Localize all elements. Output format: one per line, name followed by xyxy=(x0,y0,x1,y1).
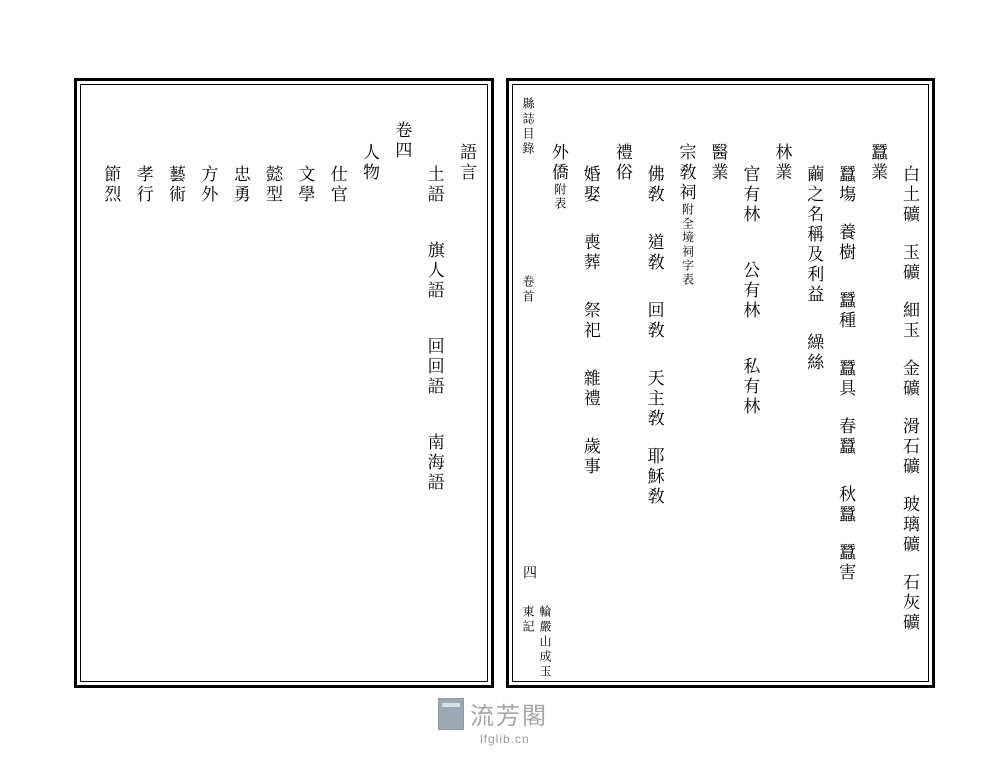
text-segment: 禮俗 xyxy=(616,143,633,183)
text-column: 林業 xyxy=(760,85,792,681)
text-segment: 耶穌敎 xyxy=(648,447,665,507)
text-column: 婚娶喪葬祭祀雜禮歲事 xyxy=(569,85,601,681)
text-segment: 滑石礦 xyxy=(903,417,920,477)
text-column: 方外 xyxy=(186,85,218,681)
text-column: 語言 xyxy=(445,85,477,681)
text-segment: 外僑 xyxy=(552,143,569,183)
text-column: 醫業 xyxy=(697,85,729,681)
left-page: 語言土語旗人語回回語南海語卷四人物仕官文學懿型忠勇方外藝術孝行節烈 xyxy=(74,78,494,688)
text-column: 佛敎道敎回敎天主敎耶穌敎 xyxy=(633,85,665,681)
text-column: 外僑附表 xyxy=(537,85,569,681)
watermark-text: 流芳閣 xyxy=(470,696,548,731)
text-segment: 玻璃礦 xyxy=(903,495,920,555)
text-segment: 附表 xyxy=(554,183,566,211)
text-segment: 白土礦 xyxy=(903,165,920,225)
left-page-inner: 語言土語旗人語回回語南海語卷四人物仕官文學懿型忠勇方外藝術孝行節烈 xyxy=(80,84,488,682)
text-segment: 歲事 xyxy=(584,437,601,477)
left-columns: 語言土語旗人語回回語南海語卷四人物仕官文學懿型忠勇方外藝術孝行節烈 xyxy=(89,85,477,681)
text-segment: 繰絲 xyxy=(807,333,824,373)
text-column: 宗敎祠附全境祠字表 xyxy=(665,85,697,681)
text-segment: 官有林 xyxy=(743,165,760,225)
text-column: 土語旗人語回回語南海語 xyxy=(412,85,444,681)
text-segment: 道敎 xyxy=(648,233,665,273)
text-segment: 雜禮 xyxy=(584,369,601,409)
watermark-url: lfglib.cn xyxy=(480,732,530,746)
text-column: 禮俗 xyxy=(601,85,633,681)
text-segment: 私有林 xyxy=(743,357,760,417)
right-page: 縣誌目錄 卷首 四 輪嚴山成玉東記 白土礦玉礦細玉金礦滑石礦玻璃礦石灰礦蠶業蠶塲… xyxy=(506,78,935,688)
text-segment: 語言 xyxy=(460,143,477,183)
text-segment: 附全境祠字表 xyxy=(682,203,694,287)
margin-mid: 卷首 xyxy=(520,275,537,305)
text-segment: 南海語 xyxy=(428,433,445,493)
text-segment: 回回語 xyxy=(428,337,445,397)
text-column: 繭之名稱及利益繰絲 xyxy=(792,85,824,681)
text-segment: 卷四 xyxy=(395,121,412,161)
text-segment: 喪葬 xyxy=(584,233,601,273)
text-segment: 人物 xyxy=(363,143,380,183)
text-segment: 春蠶 xyxy=(839,417,856,457)
text-segment: 仕官 xyxy=(331,165,348,205)
text-segment: 懿型 xyxy=(266,165,283,205)
text-segment: 蠶害 xyxy=(839,543,856,583)
text-segment: 天主敎 xyxy=(648,369,665,429)
text-segment: 石灰礦 xyxy=(903,573,920,633)
text-segment: 細玉 xyxy=(903,301,920,341)
text-segment: 養樹 xyxy=(839,223,856,263)
text-segment: 回敎 xyxy=(648,301,665,341)
text-column: 節烈 xyxy=(89,85,121,681)
watermark: 流芳閣 xyxy=(438,696,548,731)
text-segment: 節烈 xyxy=(104,165,121,205)
text-segment: 土語 xyxy=(428,165,445,205)
text-segment: 旗人語 xyxy=(428,241,445,301)
book-icon xyxy=(438,698,464,730)
text-segment: 宗敎祠 xyxy=(680,143,697,203)
text-column: 文學 xyxy=(283,85,315,681)
text-segment: 林業 xyxy=(775,143,792,183)
text-segment: 醫業 xyxy=(711,143,728,183)
right-page-inner: 縣誌目錄 卷首 四 輪嚴山成玉東記 白土礦玉礦細玉金礦滑石礦玻璃礦石灰礦蠶業蠶塲… xyxy=(512,84,929,682)
text-column: 白土礦玉礦細玉金礦滑石礦玻璃礦石灰礦 xyxy=(888,85,920,681)
margin-top: 縣誌目錄 xyxy=(520,97,537,157)
text-segment: 蠶具 xyxy=(839,359,856,399)
text-segment: 婚娶 xyxy=(584,165,601,205)
text-segment: 秋蠶 xyxy=(839,485,856,525)
right-columns: 白土礦玉礦細玉金礦滑石礦玻璃礦石灰礦蠶業蠶塲養樹蠶種蠶具春蠶秋蠶蠶害繭之名稱及利… xyxy=(537,85,920,681)
text-column: 仕官 xyxy=(315,85,347,681)
text-segment: 方外 xyxy=(201,165,218,205)
text-column: 蠶業 xyxy=(856,85,888,681)
text-segment: 金礦 xyxy=(903,359,920,399)
text-segment: 忠勇 xyxy=(234,165,251,205)
text-column: 卷四 xyxy=(380,85,412,681)
text-segment: 蠶塲 xyxy=(839,165,856,205)
text-segment: 玉礦 xyxy=(903,243,920,283)
text-segment: 文學 xyxy=(298,165,315,205)
text-segment: 藝術 xyxy=(169,165,186,205)
text-column: 懿型 xyxy=(251,85,283,681)
text-column: 孝行 xyxy=(121,85,153,681)
text-segment: 蠶種 xyxy=(839,291,856,331)
text-column: 人物 xyxy=(348,85,380,681)
text-column: 蠶塲養樹蠶種蠶具春蠶秋蠶蠶害 xyxy=(824,85,856,681)
text-column: 忠勇 xyxy=(218,85,250,681)
text-segment: 蠶業 xyxy=(871,143,888,183)
text-segment: 公有林 xyxy=(743,261,760,321)
text-column: 藝術 xyxy=(154,85,186,681)
text-segment: 祭祀 xyxy=(584,301,601,341)
text-segment: 佛敎 xyxy=(648,165,665,205)
text-segment: 繭之名稱及利益 xyxy=(807,165,824,305)
text-segment: 孝行 xyxy=(137,165,154,205)
text-column: 官有林公有林私有林 xyxy=(728,85,760,681)
